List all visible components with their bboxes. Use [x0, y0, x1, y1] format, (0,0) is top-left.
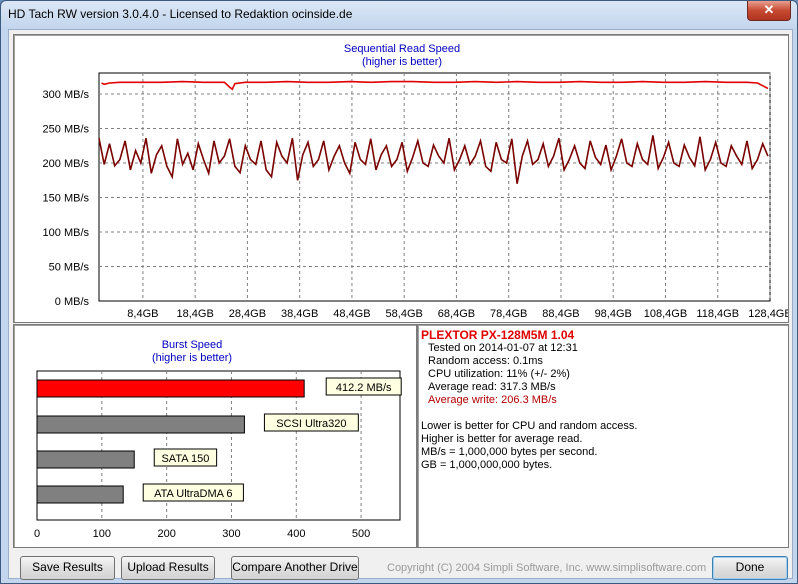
burst-bar	[36, 379, 305, 398]
x-tick-label: 68,4GB	[438, 308, 475, 320]
info-cpu-utilization: CPU utilization: 11% (+/- 2%)	[428, 368, 570, 380]
note-gb-definition: GB = 1,000,000,000 bytes.	[421, 459, 553, 471]
info-average-write: Average write: 206.3 MB/s	[428, 394, 557, 406]
burst-label-box	[263, 413, 359, 432]
y-tick-label: 100 MB/s	[43, 227, 90, 239]
burst-x-tick-label: 100	[93, 528, 111, 540]
copyright-text: Copyright (C) 2004 Simpli Software, Inc.…	[387, 562, 707, 574]
sequential-read-panel: Sequential Read Speed (higher is better)…	[13, 34, 792, 323]
burst-title: Burst Speed	[162, 339, 223, 351]
chart-subtitle: (higher is better)	[362, 56, 442, 68]
burst-speed-chart: Burst Speed (higher is better) 412.2 MB/…	[34, 339, 402, 540]
y-tick-label: 0 MB/s	[55, 296, 90, 308]
sequential-read-chart: Sequential Read Speed (higher is better)…	[43, 43, 792, 320]
burst-bar	[36, 485, 124, 504]
x-tick-label: 58,4GB	[386, 308, 423, 320]
burst-subtitle: (higher is better)	[152, 352, 232, 364]
burst-x-tick-label: 300	[222, 528, 240, 540]
burst-label-box	[142, 483, 244, 502]
write-speed-line	[98, 135, 769, 184]
y-tick-label: 250 MB/s	[43, 124, 90, 136]
note-mbs-definition: MB/s = 1,000,000 bytes per second.	[421, 446, 598, 458]
burst-speed-panel: Burst Speed (higher is better) 412.2 MB/…	[13, 324, 417, 548]
burst-bar-label: ATA UltraDMA 6	[154, 488, 232, 500]
x-tick-label: 98,4GB	[595, 308, 632, 320]
burst-x-tick-label: 400	[287, 528, 305, 540]
x-tick-label: 28,4GB	[229, 308, 266, 320]
burst-x-tick-label: 500	[352, 528, 370, 540]
window-title: HD Tach RW version 3.0.4.0 - Licensed to…	[8, 7, 353, 21]
burst-bar-label: 412.2 MB/s	[336, 382, 392, 394]
burst-x-tick-label: 200	[157, 528, 175, 540]
info-random-access: Random access: 0.1ms	[428, 355, 543, 367]
x-tick-label: 8,4GB	[127, 308, 158, 320]
chart-title: Sequential Read Speed	[344, 43, 460, 55]
burst-label-box	[325, 377, 402, 396]
title-bar[interactable]: HD Tach RW version 3.0.4.0 - Licensed to…	[1, 1, 797, 29]
x-tick-label: 78,4GB	[490, 308, 527, 320]
x-tick-label: 108,4GB	[644, 308, 687, 320]
read-speed-line	[101, 80, 769, 91]
info-average-read: Average read: 317.3 MB/s	[428, 381, 556, 393]
x-tick-label: 38,4GB	[281, 308, 318, 320]
note-higher-better: Higher is better for average read.	[421, 433, 583, 445]
y-tick-label: 300 MB/s	[43, 89, 90, 101]
burst-bar-label: SCSI Ultra320	[276, 418, 346, 430]
burst-x-tick-label: 0	[34, 528, 40, 540]
close-icon: ✕	[763, 2, 775, 17]
burst-label-box	[153, 448, 218, 467]
client-area: Sequential Read Speed (higher is better)…	[8, 29, 793, 580]
x-tick-label: 118,4GB	[696, 308, 739, 320]
results-info-panel: PLEXTOR PX-128M5M 1.04 Tested on 2014-01…	[417, 324, 789, 548]
close-button[interactable]: ✕	[747, 1, 791, 21]
y-tick-label: 150 MB/s	[43, 193, 90, 205]
compare-another-drive-button[interactable]: Compare Another Drive	[231, 556, 359, 580]
done-button[interactable]: Done	[712, 556, 788, 580]
save-results-button[interactable]: Save Results	[20, 556, 115, 580]
x-tick-label: 88,4GB	[542, 308, 579, 320]
upload-results-button[interactable]: Upload Results	[121, 556, 215, 580]
x-tick-label: 18,4GB	[176, 308, 213, 320]
x-tick-label: 128,4GB	[748, 308, 788, 320]
drive-name: PLEXTOR PX-128M5M 1.04	[421, 328, 575, 342]
burst-bar	[36, 450, 135, 469]
x-tick-label: 48,4GB	[333, 308, 370, 320]
burst-plot-frame	[36, 370, 401, 521]
burst-bar	[36, 415, 245, 434]
burst-bar-label: SATA 150	[161, 453, 209, 465]
note-lower-better: Lower is better for CPU and random acces…	[421, 420, 638, 432]
info-tested-on: Tested on 2014-01-07 at 12:31	[428, 342, 578, 354]
y-tick-label: 50 MB/s	[49, 262, 90, 274]
y-tick-label: 200 MB/s	[43, 158, 90, 170]
